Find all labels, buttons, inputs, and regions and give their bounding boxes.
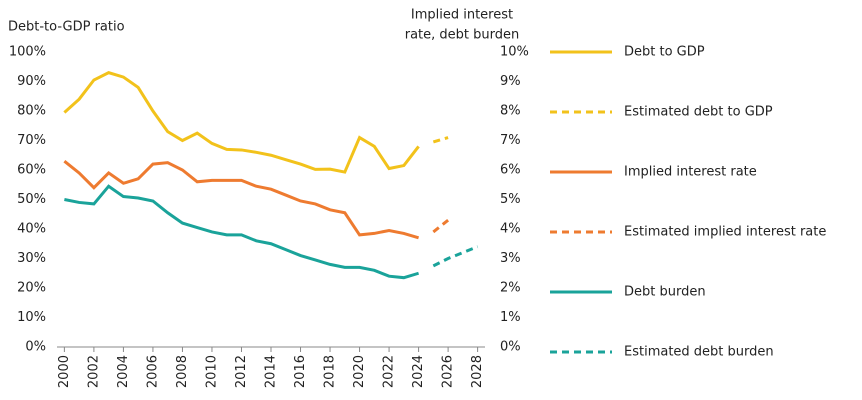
legend-label: Estimated implied interest rate — [624, 225, 826, 240]
y-tick-label: 30% — [17, 251, 46, 266]
x-tick-label: 2020 — [352, 355, 367, 388]
x-tick-label: 2002 — [86, 355, 101, 388]
y-tick-label: 80% — [17, 104, 46, 119]
y2-tick-label: 0% — [500, 340, 521, 355]
x-tick-label: 2016 — [293, 355, 308, 388]
y2-tick-label: 6% — [500, 163, 521, 178]
y-tick-label: 90% — [17, 74, 46, 89]
series-line — [63, 159, 420, 240]
x-tick-label: 2000 — [57, 355, 72, 388]
y2-tick-label: 2% — [500, 281, 521, 296]
y2-tick-label: 7% — [500, 133, 521, 148]
x-tick-label: 2008 — [175, 355, 190, 388]
y2-tick-label: 9% — [500, 74, 521, 89]
x-tick-label: 2006 — [145, 355, 160, 388]
y2-axis-title: Implied interest — [411, 8, 513, 23]
y-axis-title: Debt-to-GDP ratio — [8, 20, 125, 35]
y-tick-label: 0% — [25, 340, 46, 355]
series-line — [63, 71, 420, 174]
y2-tick-label: 8% — [500, 104, 521, 119]
x-tick-label: 2010 — [204, 355, 219, 388]
series-line — [432, 218, 450, 234]
y2-tick-label: 4% — [500, 222, 521, 237]
y2-tick-label: 10% — [500, 45, 529, 60]
x-tick-label: 2024 — [411, 355, 426, 388]
x-tick-label: 2028 — [470, 355, 485, 388]
y2-tick-label: 3% — [500, 251, 521, 266]
y-tick-label: 70% — [17, 133, 46, 148]
legend-label: Estimated debt to GDP — [624, 105, 773, 120]
y-tick-label: 60% — [17, 163, 46, 178]
series-line — [432, 136, 449, 144]
y-tick-label: 50% — [17, 192, 46, 207]
legend-label: Debt to GDP — [624, 45, 705, 60]
y-tick-label: 10% — [17, 310, 46, 325]
x-tick-label: 2018 — [323, 355, 338, 388]
series-line — [432, 245, 479, 268]
x-tick-label: 2014 — [264, 355, 279, 388]
x-tick-label: 2004 — [116, 355, 131, 388]
legend-label: Debt burden — [624, 285, 706, 300]
y2-tick-label: 5% — [500, 192, 521, 207]
y-tick-label: 100% — [9, 45, 46, 60]
y2-axis-title: rate, debt burden — [405, 28, 520, 43]
series-line — [64, 184, 420, 280]
x-tick-label: 2022 — [382, 355, 397, 388]
legend-label: Implied interest rate — [624, 165, 757, 180]
y-tick-label: 20% — [17, 281, 46, 296]
y2-tick-label: 1% — [500, 310, 521, 325]
x-tick-label: 2026 — [441, 355, 456, 388]
x-tick-label: 2012 — [234, 355, 249, 388]
legend-label: Estimated debt burden — [624, 345, 774, 360]
y-tick-label: 40% — [17, 222, 46, 237]
